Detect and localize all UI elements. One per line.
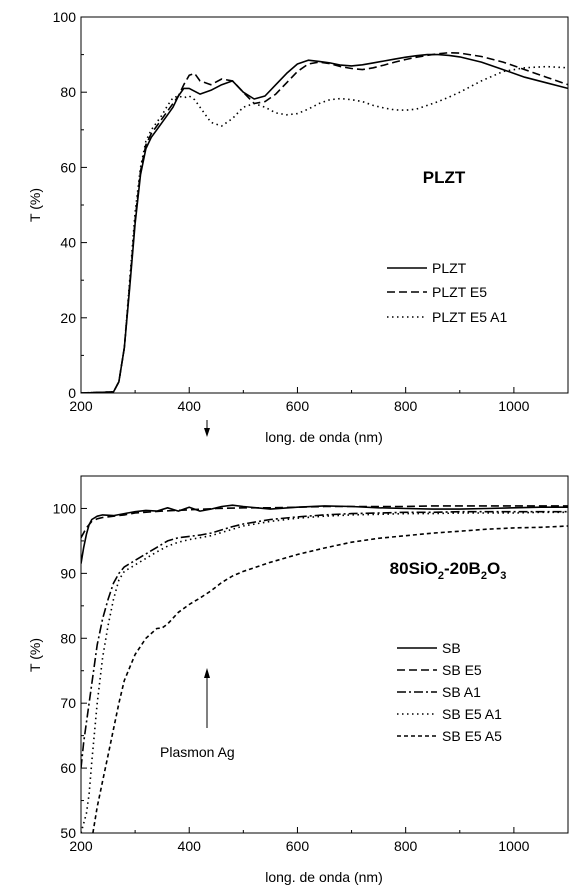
series-sb xyxy=(81,504,568,564)
plasmon-arrowhead-lower xyxy=(204,668,210,678)
legend-label-sb-e5-a1: SB E5 A1 xyxy=(442,706,502,722)
plasmon-annotation: Plasmon Ag xyxy=(160,420,235,760)
plot1-ytick-label: 80 xyxy=(60,84,76,100)
plot2-xtick-label: 400 xyxy=(178,838,202,854)
plot1-xtick-label: 800 xyxy=(394,398,418,414)
plot2-xtick-label: 600 xyxy=(286,838,310,854)
plot1-ytick-label: 60 xyxy=(60,159,76,175)
plot2-lines xyxy=(81,504,568,833)
series-plzt-e5-a1 xyxy=(81,65,568,393)
plot2-frame xyxy=(80,475,569,834)
legend-label-sb-e5: SB E5 xyxy=(442,662,482,678)
plot2-ytick-label: 50 xyxy=(60,825,76,841)
plot2-ticks: 200 400 600 800 1000 50 60 70 80 90 100 xyxy=(53,500,530,854)
plot1-ytick-label: 100 xyxy=(53,9,77,25)
legend-label-plzt-e5: PLZT E5 xyxy=(432,284,487,300)
series-sb-e5-a1 xyxy=(81,511,568,833)
plot2-xtick-label: 800 xyxy=(394,838,418,854)
plot1-xtick-label: 600 xyxy=(286,398,310,414)
plot1-ytick-label: 40 xyxy=(60,235,76,251)
plot1-lines xyxy=(81,51,568,393)
legend-label-plzt: PLZT xyxy=(432,260,467,276)
plot1-ytick-label: 20 xyxy=(60,310,76,326)
series-sb-e5 xyxy=(81,505,568,539)
plot1-xtick-label: 400 xyxy=(178,398,202,414)
plot2-ytick-label: 60 xyxy=(60,760,76,776)
plot-sb: 200 400 600 800 1000 50 60 70 80 90 100 80SiO2-20B… xyxy=(27,420,569,885)
plot1-title: PLZT xyxy=(423,168,466,187)
series-sb-a1 xyxy=(81,510,568,769)
legend-label-sb: SB xyxy=(442,640,461,656)
plot1-xtick-label: 1000 xyxy=(498,398,529,414)
plot1-legend: PLZT PLZT E5 PLZT E5 A1 xyxy=(387,260,507,325)
plot-plzt: 200 400 600 800 1000 0 20 40 60 80 100 PLZT long. … xyxy=(27,9,569,445)
plot2-ytick-label: 70 xyxy=(60,695,76,711)
plot1-ticks: 200 400 600 800 1000 0 20 40 60 80 100 xyxy=(53,9,530,414)
plot2-xtick-label: 200 xyxy=(69,838,93,854)
plot2-xlabel: long. de onda (nm) xyxy=(265,869,383,885)
plasmon-arrowhead-upper xyxy=(204,428,210,437)
legend-label-plzt-e5-a1: PLZT E5 A1 xyxy=(432,309,507,325)
plot1-xtick-label: 200 xyxy=(69,398,93,414)
legend-label-sb-e5-a5: SB E5 A5 xyxy=(442,728,502,744)
plot2-ylabel: T (%) xyxy=(27,638,43,672)
plot2-legend: SB SB E5 SB A1 SB E5 A1 SB E5 A5 xyxy=(397,640,502,744)
plot2-ytick-label: 100 xyxy=(53,500,77,516)
plot1-xlabel: long. de onda (nm) xyxy=(265,429,383,445)
series-plzt-e5 xyxy=(81,51,568,393)
plot2-ytick-label: 90 xyxy=(60,565,76,581)
plot1-frame xyxy=(80,16,569,394)
series-plzt xyxy=(81,53,568,393)
plot2-ytick-label: 80 xyxy=(60,630,76,646)
plot1-ylabel: T (%) xyxy=(27,188,43,222)
plasmon-label: Plasmon Ag xyxy=(160,744,235,760)
legend-label-sb-a1: SB A1 xyxy=(442,684,481,700)
plot2-title: 80SiO2-20B2O3 xyxy=(390,559,507,582)
plot1-ytick-label: 0 xyxy=(68,385,76,401)
plot2-xtick-label: 1000 xyxy=(498,838,529,854)
